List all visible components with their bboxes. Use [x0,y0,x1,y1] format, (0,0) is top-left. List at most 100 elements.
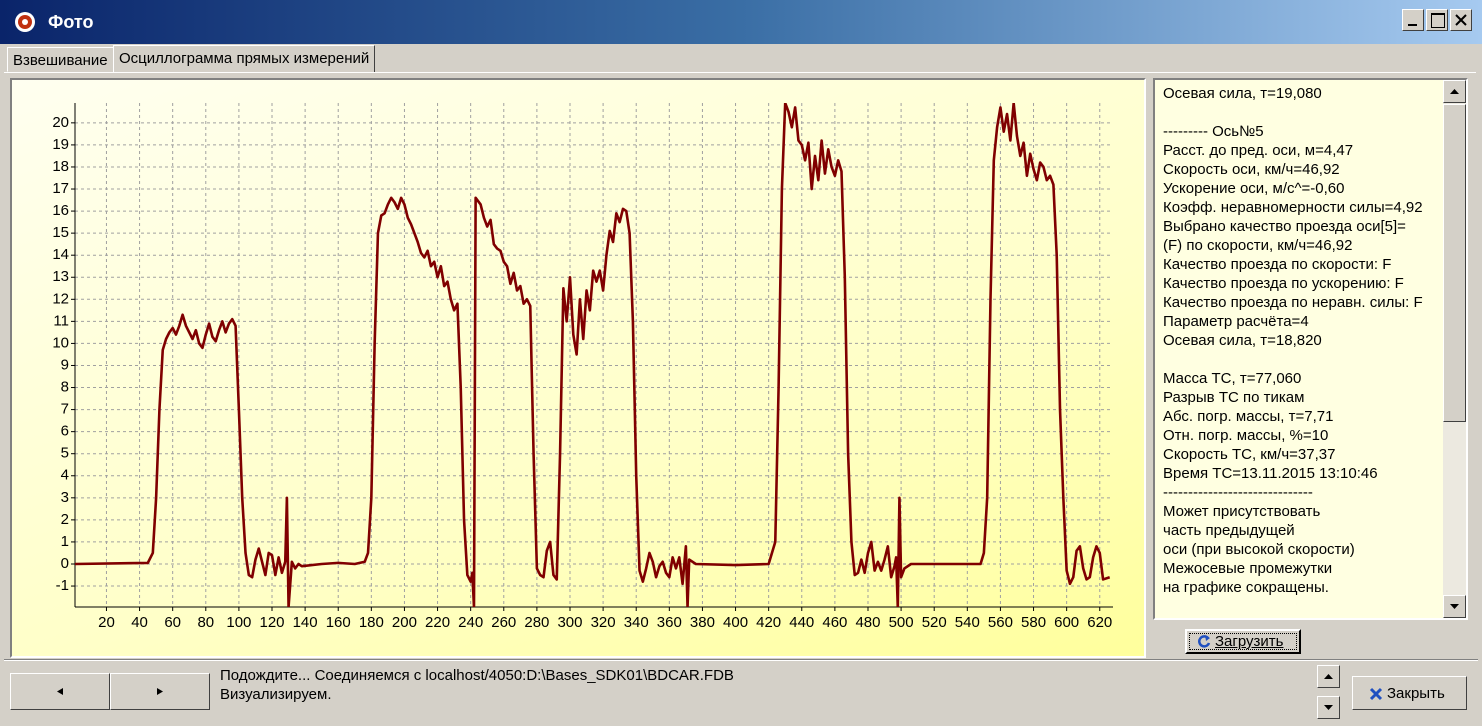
x-tick-label: 120 [259,614,284,631]
y-tick-label: 11 [53,312,69,329]
status-scroll-down[interactable] [1317,696,1340,719]
tab[interactable]: Взвешивание [7,47,114,72]
next-button[interactable] [110,673,210,710]
y-tick-label: 17 [52,180,69,197]
x-tick-label: 580 [1021,614,1046,631]
scroll-down[interactable] [1443,595,1466,618]
y-tick-label: 18 [52,158,69,175]
x-tick-label: 300 [557,614,582,631]
info-line: Коэфф. неравномерности силы=4,92 [1163,199,1423,216]
app-icon [15,12,35,32]
y-tick-label: 16 [52,202,69,219]
y-tick-label: 7 [61,401,69,418]
y-tick-label: 6 [61,423,69,440]
info-line: оси (при высокой скорости) [1163,541,1355,558]
tab-active[interactable]: Осциллограмма прямых измерений [113,45,376,73]
info-text: Осевая сила, т=19,080 --------- Ось№5 Расс… [1155,80,1443,618]
x-tick-label: 560 [988,614,1013,631]
info-line: Качество проезда по неравн. силы: F [1163,294,1423,311]
y-tick-label: 5 [61,445,69,462]
info-line: Скорость оси, км/ч=46,92 [1163,161,1340,178]
y-tick-label: 12 [52,290,69,307]
x-tick-label: 20 [98,614,115,631]
x-tick-label: 360 [657,614,682,631]
load-button[interactable]: Загрузить [1185,629,1301,654]
info-line: --------- Ось№5 [1163,123,1264,140]
info-line: на графике сокращены. [1163,579,1329,596]
info-line: Качество проезда по ускорению: F [1163,275,1404,292]
status-line: Подождите... Соединяемся с localhost/405… [220,667,734,684]
x-tick-label: 240 [458,614,483,631]
y-tick-label: 10 [52,334,69,351]
info-line: Разрыв ТС по тикам [1163,389,1305,406]
title-bar: Фото [0,0,1482,44]
prev-button[interactable] [10,673,110,710]
y-tick-label: 8 [61,379,69,396]
x-tick-label: 500 [889,614,914,631]
x-tick-label: 620 [1087,614,1112,631]
y-tick-label: 2 [61,511,69,528]
info-line: ------------------------------ [1163,484,1313,501]
separator [4,659,1478,660]
info-line: (F) по скорости, км/ч=46,92 [1163,237,1353,254]
close-window-button[interactable] [1450,9,1472,31]
tab-border [4,72,1476,73]
maximize-button[interactable] [1426,9,1448,31]
x-tick-label: 200 [392,614,417,631]
info-line: Скорость ТС, км/ч=37,37 [1163,446,1336,463]
x-tick-label: 520 [922,614,947,631]
scroll-thumb[interactable] [1443,104,1466,422]
x-tick-label: 400 [723,614,748,631]
x-tick-label: 260 [491,614,516,631]
y-tick-label: 3 [61,489,69,506]
status-text: Подождите... Соединяемся с localhost/405… [220,666,734,704]
y-tick-label: 20 [52,114,69,131]
info-line: Абс. погр. массы, т=7,71 [1163,408,1334,425]
x-tick-label: 160 [326,614,351,631]
info-line: Масса ТС, т=77,060 [1163,370,1302,387]
x-tick-label: 420 [756,614,781,631]
x-tick-label: 80 [197,614,214,631]
info-line: Время ТС=13.11.2015 13:10:46 [1163,465,1378,482]
x-tick-label: 140 [293,614,318,631]
x-tick-label: 380 [690,614,715,631]
close-button[interactable]: Закрыть [1352,676,1467,710]
data-line [75,103,1111,607]
y-tick-label: 15 [52,224,69,241]
minimize-button[interactable] [1402,9,1424,31]
info-line: Параметр расчёта=4 [1163,313,1309,330]
y-tick-label: 0 [61,555,69,572]
y-tick-label: 13 [52,268,69,285]
status-scroll-up[interactable] [1317,665,1340,688]
load-label: Загрузить [1215,633,1284,650]
info-line: часть предыдущей [1163,522,1295,539]
refresh-icon [1198,635,1211,648]
chart-panel: -1 0 1 2 3 4 5 6 7 8 9 10 11 12 13 14 15 16 17 18 19 20 20 40 60… [10,78,1146,658]
x-tick-label: 220 [425,614,450,631]
close-icon [1369,687,1383,701]
info-line: Расст. до пред. оси, м=4,47 [1163,142,1354,159]
window-title: Фото [48,12,94,32]
scroll-up[interactable] [1443,80,1466,103]
y-tick-label: 4 [61,467,69,484]
x-tick-label: 540 [955,614,980,631]
info-panel: Осевая сила, т=19,080 --------- Ось№5 Расс… [1153,78,1468,620]
info-line: Отн. погр. массы, %=10 [1163,427,1329,444]
x-tick-label: 100 [226,614,251,631]
y-tick-label: 14 [52,246,69,263]
y-tick-label: -1 [56,577,69,594]
info-line: Качество проезда по скорости: F [1163,256,1392,273]
scrollbar[interactable] [1443,80,1466,618]
x-tick-label: 60 [164,614,181,631]
status-line: Визуализируем. [220,686,332,703]
y-tick-label: 1 [61,533,69,550]
close-label: Закрыть [1387,685,1445,702]
x-tick-label: 600 [1054,614,1079,631]
info-line: Осевая сила, т=18,820 [1163,332,1322,349]
x-tick-label: 320 [591,614,616,631]
info-line: Осевая сила, т=19,080 [1163,85,1322,102]
x-tick-label: 280 [524,614,549,631]
x-tick-label: 180 [359,614,384,631]
